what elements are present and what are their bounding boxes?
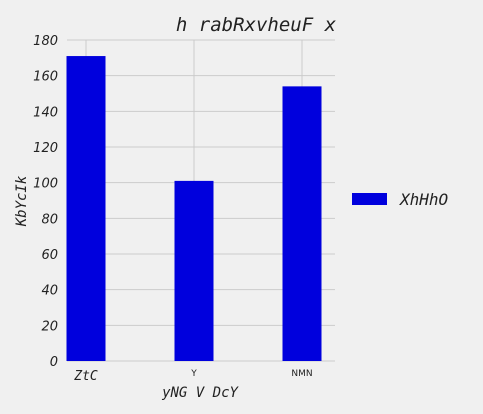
y-tick-label: 0 bbox=[50, 355, 58, 370]
bar-ztc bbox=[66, 56, 106, 362]
y-tick-label: 100 bbox=[33, 177, 58, 192]
y-tick-label: 20 bbox=[41, 319, 58, 334]
y-tick-label: 80 bbox=[41, 212, 58, 227]
x-tick-label: Y bbox=[190, 369, 197, 379]
y-tick-label: 120 bbox=[33, 141, 58, 156]
x-tick-label: NMN bbox=[291, 369, 312, 379]
y-tick-label: 180 bbox=[33, 34, 58, 49]
legend-swatch bbox=[352, 193, 387, 205]
legend: XhHhO bbox=[352, 190, 448, 209]
y-tick-label: 140 bbox=[33, 105, 58, 120]
y-tick-label: 60 bbox=[41, 248, 58, 263]
y-tick-label: 40 bbox=[41, 284, 58, 299]
legend-label: XhHhO bbox=[399, 190, 448, 209]
y-ticks: 0 20 40 60 80 100 120 140 160 180 bbox=[33, 34, 58, 370]
bar-y bbox=[174, 180, 214, 361]
bars bbox=[66, 56, 322, 362]
y-tick-label: 160 bbox=[33, 70, 58, 85]
bar-nmn bbox=[282, 86, 322, 361]
x-axis-label: yNG V DcY bbox=[161, 385, 239, 401]
x-ticks: ZtC Y NMN bbox=[73, 369, 312, 384]
chart-title: h rabRxvheuF x bbox=[176, 14, 337, 36]
x-tick-label: ZtC bbox=[73, 369, 98, 384]
y-axis-label: KbYcIk bbox=[14, 175, 30, 227]
